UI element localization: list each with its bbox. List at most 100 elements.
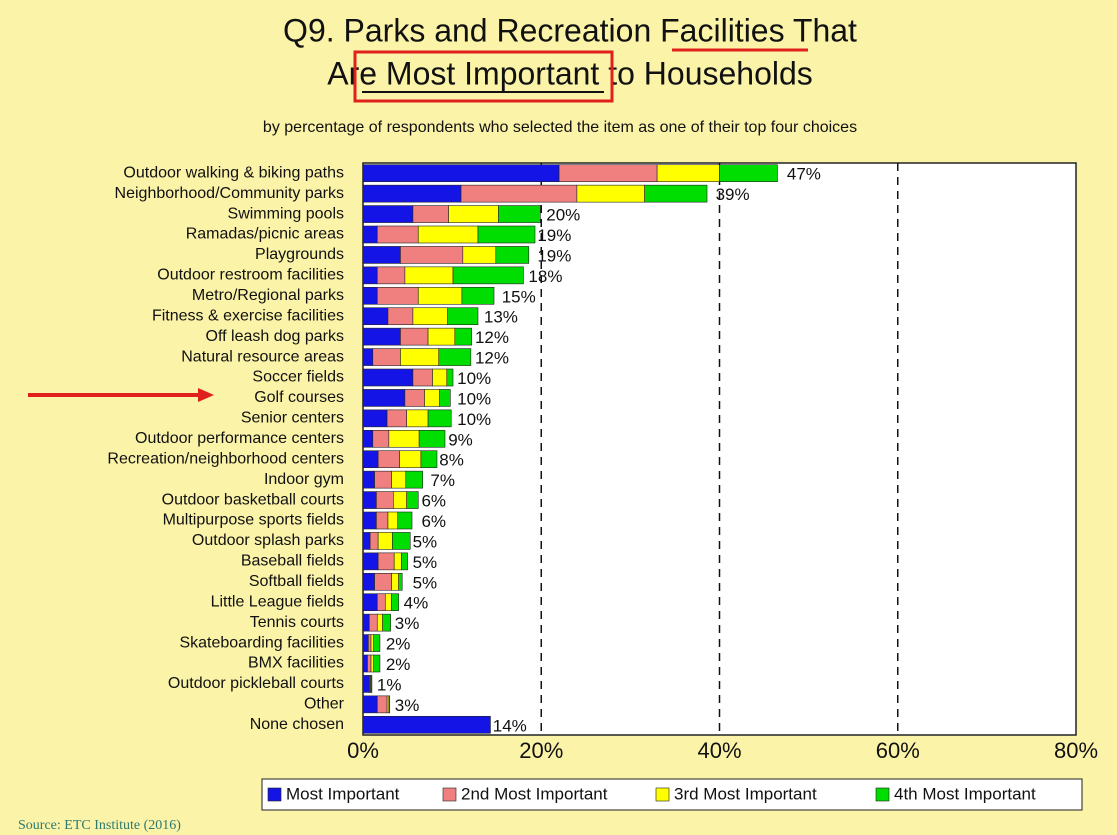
y-tick-label: Baseball fields xyxy=(241,553,344,570)
data-label: 19% xyxy=(537,246,571,265)
y-tick-label: Natural resource areas xyxy=(181,348,344,365)
bar-segment xyxy=(376,613,383,632)
y-tick-label: Tennis courts xyxy=(250,614,344,631)
data-label: 9% xyxy=(448,430,473,449)
bar-segment xyxy=(388,429,420,448)
bar-segment xyxy=(362,613,370,632)
y-tick-label: Soccer fields xyxy=(252,369,344,386)
y-tick-label: Ramadas/picnic areas xyxy=(186,226,344,243)
data-label: 8% xyxy=(439,451,464,470)
chart-title: Are Most Important to Households xyxy=(327,55,813,91)
bar-segment xyxy=(404,266,454,285)
y-tick-label: Outdoor pickleball courts xyxy=(168,675,344,692)
bar-segment xyxy=(362,593,378,612)
data-label: 12% xyxy=(475,328,509,347)
bar-segment xyxy=(362,675,370,693)
y-tick-label: Outdoor splash parks xyxy=(192,532,344,549)
bar-segment xyxy=(362,246,401,264)
bar-segment xyxy=(362,634,369,652)
bar-segment xyxy=(372,429,390,448)
bar-segment xyxy=(368,613,378,632)
bar-segment xyxy=(424,389,440,407)
y-tick-label: Other xyxy=(304,696,345,713)
bar-segment xyxy=(362,348,374,366)
legend-label: 2nd Most Important xyxy=(461,784,608,803)
bar-segment xyxy=(452,266,524,285)
bar-segment xyxy=(418,429,446,448)
bar-segment xyxy=(384,593,392,612)
data-label: 3% xyxy=(395,614,420,633)
bar-segment xyxy=(362,205,414,223)
data-label: 13% xyxy=(484,308,518,327)
data-label: 18% xyxy=(528,267,562,286)
y-tick-label: Recreation/neighborhood centers xyxy=(107,450,344,467)
data-label: 39% xyxy=(716,185,750,204)
data-label: 10% xyxy=(457,369,491,388)
bar-segment xyxy=(376,491,394,509)
bar-segment xyxy=(374,572,392,591)
bar-segment xyxy=(446,368,454,387)
y-tick-label: Playgrounds xyxy=(255,246,344,263)
bar-segment xyxy=(719,164,778,183)
bar-segment xyxy=(399,450,422,469)
y-tick-label: Senior centers xyxy=(241,410,344,427)
bar-segment xyxy=(393,552,402,571)
bar-segment xyxy=(656,164,720,183)
bar-segment xyxy=(447,307,479,326)
y-tick-label: Neighborhood/Community parks xyxy=(115,185,344,202)
bar-segment xyxy=(406,491,419,509)
bar-segment xyxy=(376,593,386,612)
y-tick-label: Off leash dog parks xyxy=(206,328,344,345)
data-label: 5% xyxy=(413,573,438,592)
bar-segment xyxy=(362,327,401,346)
x-tick-label: 0% xyxy=(347,738,379,763)
bar-segment xyxy=(362,409,388,428)
bar-segment xyxy=(362,225,378,244)
data-label: 5% xyxy=(413,553,438,572)
y-tick-label: Softball fields xyxy=(249,573,344,590)
bar-segment xyxy=(412,205,449,223)
y-tick-label: BMX facilities xyxy=(248,655,344,672)
legend-swatch xyxy=(655,787,670,802)
data-label: 7% xyxy=(430,471,455,490)
data-label: 2% xyxy=(386,655,411,674)
y-tick-label: Outdoor performance centers xyxy=(135,430,344,447)
bar-segment xyxy=(427,327,456,346)
legend-swatch xyxy=(442,787,457,802)
data-label: 1% xyxy=(377,675,402,694)
bar-segment xyxy=(370,634,374,652)
bar-segment xyxy=(362,286,378,305)
x-tick-label: 40% xyxy=(697,738,741,763)
bar-segment xyxy=(386,409,407,428)
legend-label: Most Important xyxy=(286,784,400,803)
bar-segment xyxy=(362,511,377,530)
y-tick-label: Fitness & exercise facilities xyxy=(152,307,344,324)
bar-segment xyxy=(362,572,375,591)
bar-segment xyxy=(362,368,414,387)
bar-segment xyxy=(373,654,381,673)
data-label: 6% xyxy=(421,492,446,511)
y-tick-label: None chosen xyxy=(250,716,344,733)
bar-segment xyxy=(362,429,374,448)
y-tick-label: Metro/Regional parks xyxy=(192,287,344,304)
data-label: 6% xyxy=(421,512,446,531)
bar-segment xyxy=(376,225,419,244)
bar-segment xyxy=(362,695,378,714)
data-label: 12% xyxy=(475,349,509,368)
bar-segment xyxy=(362,164,560,183)
bar-segment xyxy=(400,246,464,264)
bar-segment xyxy=(369,532,379,550)
bar-segment xyxy=(397,511,413,530)
y-tick-label: Outdoor basketball courts xyxy=(162,491,344,508)
bar-segment xyxy=(372,348,401,366)
highlight-box xyxy=(353,50,614,103)
bar-segment xyxy=(448,205,499,223)
bar-segment xyxy=(374,470,392,489)
data-label: 19% xyxy=(537,226,571,245)
y-tick-label: Little League fields xyxy=(211,593,344,610)
bar-segment xyxy=(362,715,491,734)
bar-segment xyxy=(401,552,408,571)
bar-segment xyxy=(382,613,391,632)
data-label: 2% xyxy=(386,635,411,654)
